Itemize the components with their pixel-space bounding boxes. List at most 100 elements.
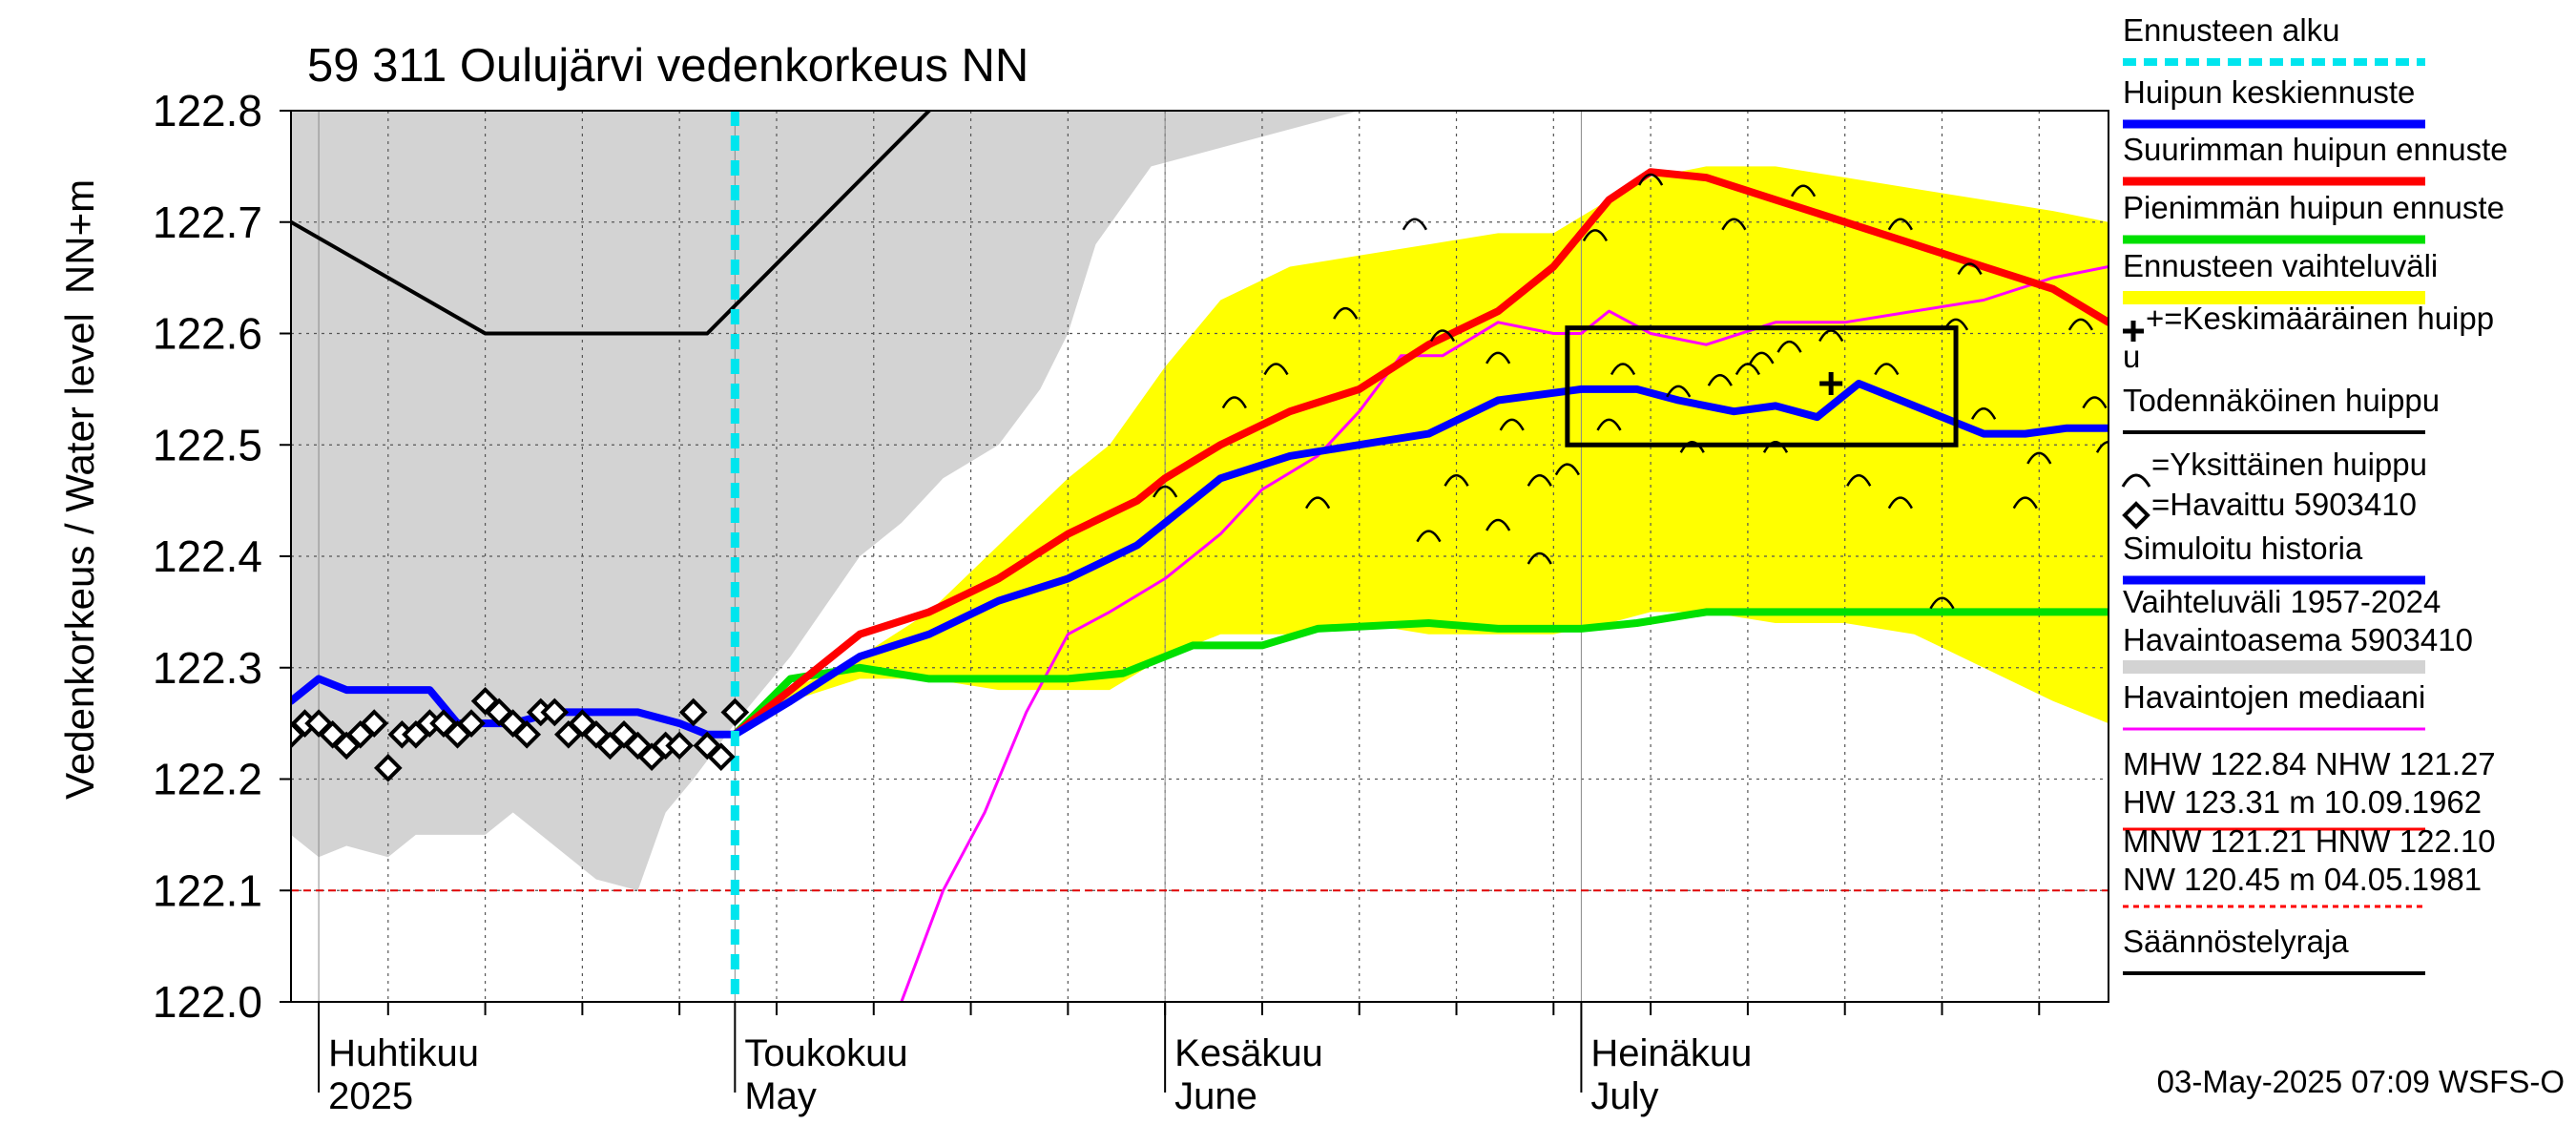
observed-level-marker xyxy=(360,709,389,738)
observed-level-marker xyxy=(706,742,736,771)
single-peak-marker xyxy=(1554,463,1580,476)
legend-label: Huipun keskiennuste xyxy=(2123,74,2415,110)
single-peak-marker xyxy=(1527,552,1552,565)
legend-label: MHW 122.84 NHW 121.27 xyxy=(2123,746,2496,781)
legend-label: +=Keskimääräinen huipp xyxy=(2146,301,2494,336)
legend-label-secondary: NW 120.45 m 04.05.1981 xyxy=(2123,862,2482,897)
observed-level-marker xyxy=(540,697,570,727)
single-peak-marker xyxy=(1527,474,1552,487)
single-peak-marker xyxy=(2082,396,2108,409)
observed-level-marker xyxy=(678,697,708,727)
legend-label: =Havaittu 5903410 xyxy=(2151,487,2417,522)
legend-plus-icon xyxy=(2123,321,2144,342)
single-peak-marker xyxy=(1444,474,1469,487)
observed-level-marker xyxy=(512,719,542,749)
single-peak-marker xyxy=(1263,363,1289,376)
y-tick-label: 122.7 xyxy=(153,198,262,247)
single-peak-marker xyxy=(1582,229,1609,242)
x-month-label: Heinäkuu xyxy=(1590,1032,1752,1074)
single-peak-marker xyxy=(1610,363,1636,376)
single-peak-marker xyxy=(2067,318,2094,331)
legend-label: Ennusteen alku xyxy=(2123,12,2340,48)
single-peak-marker xyxy=(1776,340,1802,353)
single-peak-marker xyxy=(1416,530,1442,543)
single-peak-marker xyxy=(1790,184,1817,198)
y-tick-label: 122.4 xyxy=(153,531,262,581)
legend-label: Simuloitu historia xyxy=(2123,531,2363,566)
observed-level-marker xyxy=(665,731,695,760)
legend-label: MNW 121.21 HNW 122.10 xyxy=(2123,823,2496,859)
single-peak-marker xyxy=(1679,441,1705,453)
single-peak-marker xyxy=(1402,218,1427,231)
mean-peak-marker xyxy=(1819,372,1843,396)
historical-range-band xyxy=(291,111,2109,891)
y-tick-label: 122.3 xyxy=(153,643,262,693)
single-peak-marker xyxy=(1929,596,1955,610)
legend-diamond-icon xyxy=(2122,501,2150,530)
single-peak-marker xyxy=(1221,396,1247,409)
y-axis-unit: NN+m xyxy=(57,179,102,294)
observed-level-marker xyxy=(720,697,750,727)
legend-label: Todennäköinen huippu xyxy=(2123,383,2440,418)
single-peak-marker xyxy=(1735,363,1761,376)
peak-range-box xyxy=(1565,325,1959,448)
single-peak-marker xyxy=(1874,363,1900,376)
legend-label-secondary: Havaintoasema 5903410 xyxy=(2123,622,2473,657)
single-peak-marker xyxy=(1887,218,1913,231)
legend-label: Havaintojen mediaani xyxy=(2123,679,2425,715)
single-peak-marker xyxy=(1485,518,1511,531)
single-peak-marker xyxy=(1153,485,1178,498)
single-peak-marker xyxy=(1942,318,1969,331)
single-peak-marker xyxy=(1971,407,1997,420)
y-tick-label: 122.2 xyxy=(153,755,262,804)
single-peak-marker xyxy=(1596,418,1622,431)
x-month-label: Kesäkuu xyxy=(1174,1032,1323,1074)
observed-level-marker xyxy=(373,753,403,782)
single-peak-marker xyxy=(1666,385,1692,398)
single-peak-marker xyxy=(1305,496,1331,510)
single-peak-marker xyxy=(1485,351,1511,364)
legend-label: Ennusteen vaihteluväli xyxy=(2123,248,2438,283)
single-peak-marker xyxy=(1333,306,1359,320)
legend-label: Pienimmän huipun ennuste xyxy=(2123,190,2504,225)
single-peak-marker xyxy=(1749,351,1775,364)
y-axis-label: Vedenkorkeus / Water level xyxy=(57,313,102,800)
y-tick-label: 122.8 xyxy=(153,86,262,135)
legend-label: Vaihteluväli 1957-2024 xyxy=(2123,584,2441,619)
y-tick-label: 122.5 xyxy=(153,420,262,469)
median-observations-line xyxy=(900,265,2109,1002)
single-peak-marker xyxy=(1707,373,1733,386)
single-peak-marker xyxy=(2026,451,2052,465)
min-peak-forecast-line xyxy=(731,608,2109,739)
legend-label: Suurimman huipun ennuste xyxy=(2123,132,2508,167)
single-peak-marker xyxy=(1818,329,1844,343)
single-peak-marker xyxy=(1499,418,1525,431)
single-peak-marker xyxy=(1638,173,1664,186)
x-month-sublabel: May xyxy=(744,1075,817,1117)
legend-label-secondary: u xyxy=(2123,339,2140,374)
single-peak-marker xyxy=(1721,218,1747,231)
x-month-sublabel: 2025 xyxy=(328,1075,413,1117)
y-tick-label: 122.6 xyxy=(153,309,262,359)
legend-arc-icon xyxy=(2121,473,2151,488)
forecast-range-band xyxy=(735,166,2109,735)
max-peak-forecast-line xyxy=(731,168,2109,739)
legend-label: Säännöstelyraja xyxy=(2123,924,2349,959)
legend-label-secondary: HW 123.31 m 10.09.1962 xyxy=(2123,784,2482,820)
x-month-label: Huhtikuu xyxy=(328,1032,479,1074)
x-month-label: Toukokuu xyxy=(744,1032,907,1074)
chart-title: 59 311 Oulujärvi vedenkorkeus NN xyxy=(307,40,1028,92)
single-peak-marker xyxy=(2012,496,2038,510)
single-peak-marker xyxy=(1762,441,1789,453)
y-tick-label: 122.1 xyxy=(153,865,262,915)
y-tick-label: 122.0 xyxy=(153,977,262,1027)
footer-timestamp: 03-May-2025 07:09 WSFS-O xyxy=(2157,1064,2565,1099)
single-peak-marker xyxy=(2095,441,2109,453)
x-month-sublabel: June xyxy=(1174,1075,1257,1117)
single-peak-marker xyxy=(1429,329,1456,343)
x-month-sublabel: July xyxy=(1590,1075,1658,1117)
legend-label: =Yksittäinen huippu xyxy=(2151,447,2427,482)
single-peak-marker xyxy=(1957,262,1983,276)
probable-peak-line xyxy=(291,111,931,336)
